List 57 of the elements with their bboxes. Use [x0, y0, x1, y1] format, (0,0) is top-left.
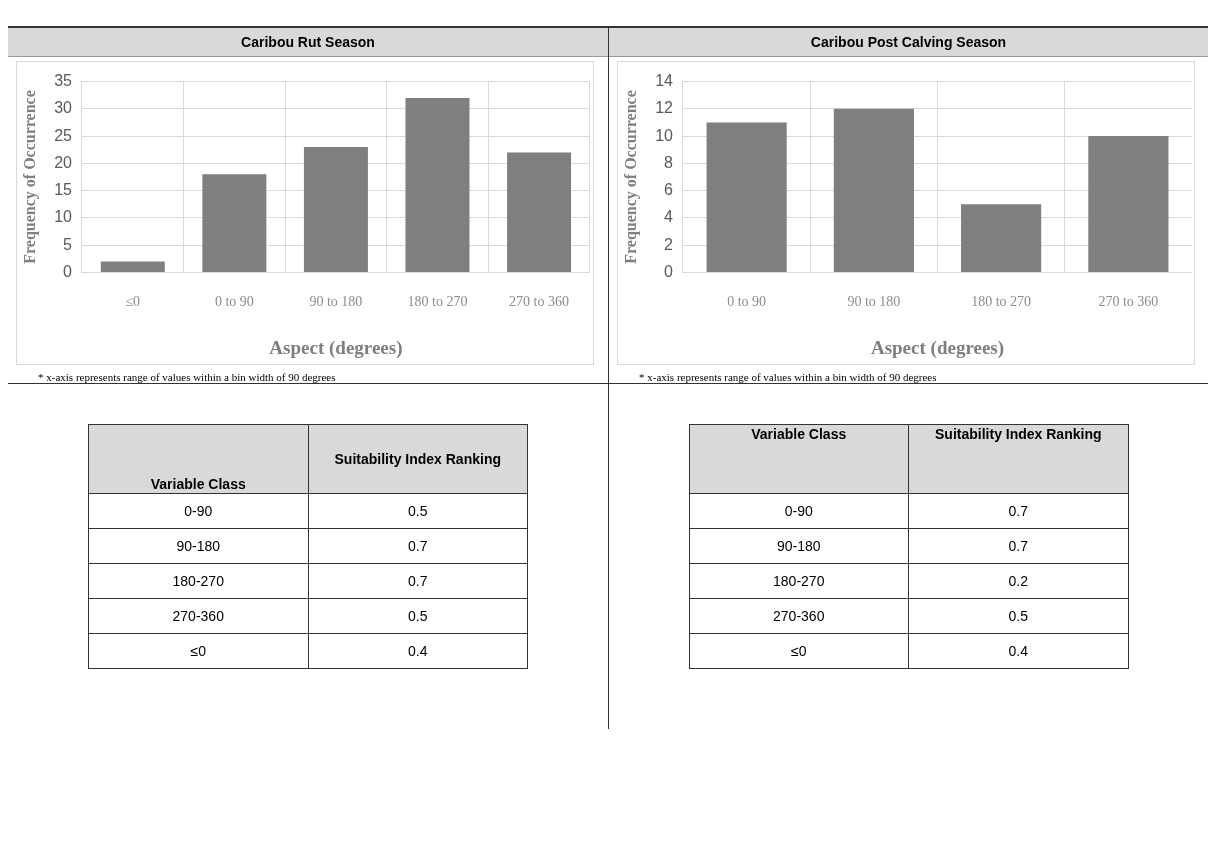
text: * x-axis represents range of values within a bin width of 90 degrees — [638, 370, 938, 383]
x-tick-label: 180 to 270 — [407, 294, 468, 310]
text: Variable Class — [88, 424, 308, 494]
y-tick-label: 25 — [54, 126, 73, 144]
category-label: 0-90 — [88, 493, 308, 529]
y-tick-label: 15 — [54, 181, 73, 199]
y-tick-label: 10 — [54, 208, 73, 226]
y-tick-label: 30 — [54, 99, 73, 117]
category-label: 90-180 — [689, 528, 909, 564]
data-label: 0.4 — [908, 633, 1128, 669]
y-tick-label: 0 — [664, 262, 674, 280]
data-label: 0.7 — [908, 493, 1128, 529]
y-tick-label: 14 — [655, 72, 674, 90]
y-tick-label: 20 — [54, 153, 73, 171]
y-tick-label: 6 — [664, 181, 674, 199]
y-tick-label: 2 — [664, 235, 674, 253]
data-label: 0.4 — [308, 633, 528, 669]
text: Variable Class — [689, 424, 909, 494]
x-tick-label: 0 to 90 — [727, 294, 767, 310]
text: Suitability Index Ranking — [908, 424, 1128, 494]
y-tick-label: 10 — [655, 126, 674, 144]
y-tick-label: 5 — [63, 235, 73, 253]
x-axis-title: Aspect (degrees) — [870, 336, 1005, 359]
x-tick-label: 270 to 360 — [509, 294, 569, 310]
x-tick-label: 270 to 360 — [1098, 294, 1159, 310]
category-label: 0-90 — [689, 493, 909, 529]
x-tick-label: 90 to 180 — [847, 294, 901, 310]
y-tick-label: 35 — [54, 72, 73, 90]
text: Suitability Index Ranking — [308, 424, 528, 494]
x-tick-label: 90 to 180 — [309, 294, 363, 310]
data-label: 0.2 — [908, 563, 1128, 599]
x-tick-label: 180 to 270 — [971, 294, 1032, 310]
y-tick-label: 0 — [63, 262, 73, 280]
y-tick-label: 12 — [655, 99, 674, 117]
x-tick-label: 0 to 90 — [214, 294, 254, 310]
chart-title: Caribou Rut Season — [8, 26, 608, 57]
data-label: 0.5 — [308, 493, 528, 529]
y-axis-title: Frequency of Occurrence — [621, 90, 640, 264]
category-label: 180-270 — [689, 563, 909, 599]
y-tick-label: 8 — [664, 153, 674, 171]
data-label: 0.7 — [908, 528, 1128, 564]
category-label: ≤0 — [88, 633, 308, 669]
category-label: 180-270 — [88, 563, 308, 599]
data-label: 0.7 — [308, 528, 528, 564]
x-tick-label: ≤0 — [125, 294, 141, 310]
y-tick-label: 4 — [664, 208, 674, 226]
text: * x-axis represents range of values within a bin width of 90 degrees — [37, 370, 337, 383]
chart-title: Caribou Post Calving Season — [609, 26, 1208, 57]
data-label: 0.5 — [908, 598, 1128, 634]
data-label: 0.5 — [308, 598, 528, 634]
x-axis-title: Aspect (degrees) — [269, 336, 403, 359]
y-axis-title: Frequency of Occurrence — [20, 90, 39, 264]
category-label: 270-360 — [88, 598, 308, 634]
category-label: 90-180 — [88, 528, 308, 564]
category-label: 270-360 — [689, 598, 909, 634]
data-label: 0.7 — [308, 563, 528, 599]
category-label: ≤0 — [689, 633, 909, 669]
